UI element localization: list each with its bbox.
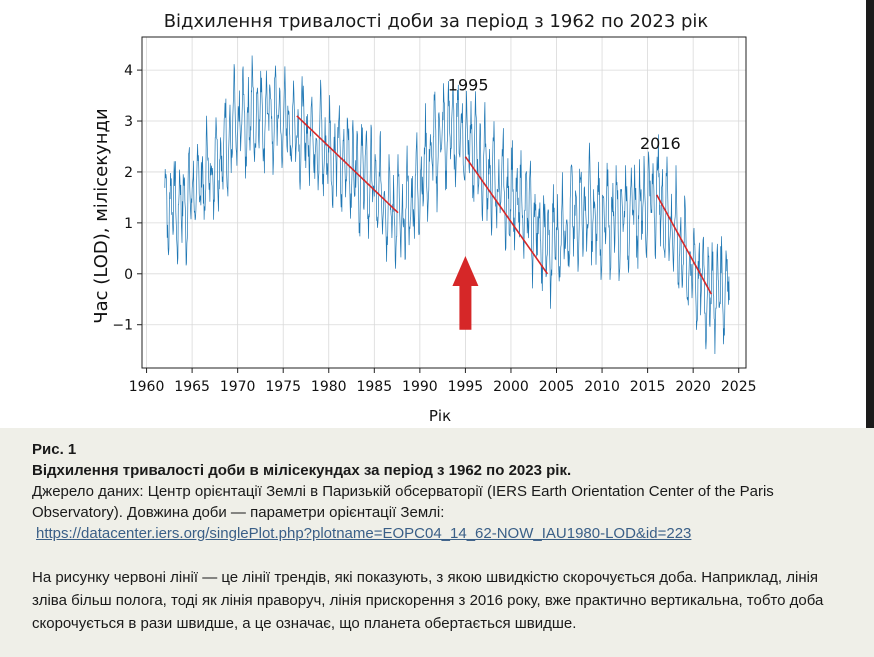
y-tick-label: 4	[124, 63, 133, 79]
chart-title: Відхилення тривалості доби за період з 1…	[164, 11, 709, 32]
y-tick-label: 0	[124, 267, 133, 283]
figure-title: Відхилення тривалості доби в мілісекунда…	[32, 462, 572, 479]
lod-series-line	[164, 55, 730, 355]
x-tick-label: 1995	[448, 379, 484, 395]
x-tick-label: 1980	[311, 379, 347, 395]
x-tick-label: 2015	[630, 379, 666, 395]
trend-line-1	[296, 115, 399, 214]
caption-panel: Рис. 1 Відхилення тривалості доби в мілі…	[0, 428, 874, 657]
x-tick-label: 1975	[265, 379, 301, 395]
data-series	[164, 55, 730, 355]
annotation-label: 2016	[640, 134, 681, 153]
annotations: 1995 2016	[448, 75, 681, 330]
figure-note: На рисунку червоні лінії — це лінії трен…	[32, 569, 824, 632]
right-edge-strip	[866, 0, 874, 428]
source-link[interactable]: https://datacenter.iers.org/singlePlot.p…	[36, 525, 692, 542]
x-tick-label: 2025	[721, 379, 757, 395]
axes: 1960 1965 1970 1975 1980 1985 1990 1995 2000 2005…	[112, 36, 757, 395]
trend-lines	[296, 115, 713, 295]
figure-source: Джерело даних: Центр орієнтації Землі в …	[32, 483, 774, 521]
grid	[142, 37, 746, 368]
y-tick-label: 1	[124, 216, 133, 232]
x-tick-label: 2005	[539, 379, 575, 395]
x-tick-label: 1960	[129, 379, 165, 395]
y-tick-label: −1	[112, 318, 133, 334]
x-tick-label: 1990	[402, 379, 438, 395]
plot-frame	[141, 36, 747, 369]
y-tick-label: 3	[124, 114, 133, 130]
x-tick-label: 2000	[493, 379, 529, 395]
lod-chart: Відхилення тривалості доби за період з 1…	[91, 11, 757, 425]
x-tick-label: 2010	[584, 379, 620, 395]
red-arrow-icon	[452, 255, 479, 330]
x-axis-label: Рік	[429, 407, 451, 425]
x-tick-label: 1965	[174, 379, 210, 395]
figure-label: Рис. 1	[32, 441, 77, 458]
trend-line-3	[656, 194, 713, 295]
annotation-label: 1995	[448, 75, 489, 94]
trend-line-2	[464, 156, 549, 275]
y-axis-label: Час (LOD), мілісекунди	[91, 108, 112, 323]
x-tick-label: 1985	[356, 379, 392, 395]
x-tick-label: 2020	[675, 379, 711, 395]
x-tick-label: 1970	[220, 379, 256, 395]
y-tick-label: 2	[124, 165, 133, 181]
